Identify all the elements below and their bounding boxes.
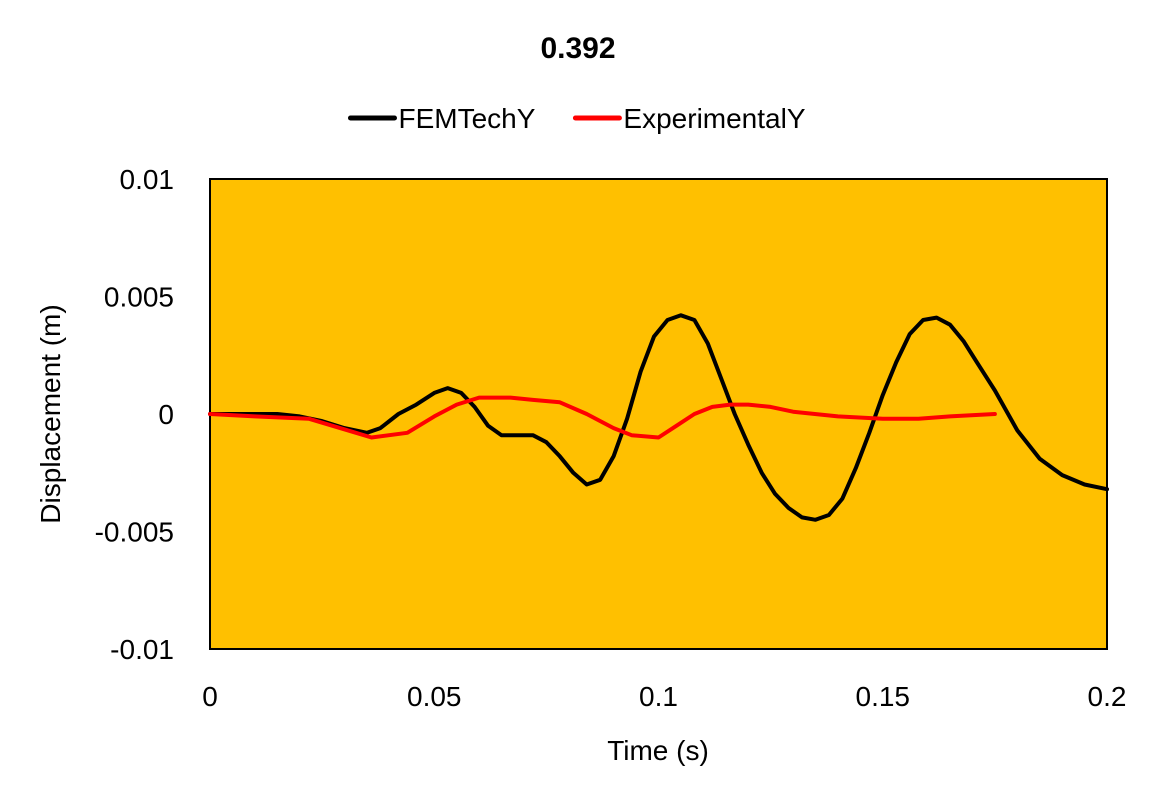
x-axis-ticks: 0 0.05 0.1 0.15 0.2 [202, 681, 1126, 712]
x-tick-label: 0.1 [639, 681, 678, 712]
x-tick-label: 0.15 [856, 681, 911, 712]
y-tick-label: 0 [158, 399, 174, 430]
y-tick-label: 0.005 [104, 282, 174, 313]
y-axis-ticks: 0.01 0.005 0 -0.005 -0.01 [95, 164, 174, 665]
y-axis-label: Displacement (m) [35, 304, 66, 523]
y-tick-label: -0.005 [95, 517, 174, 548]
series-layer [208, 313, 1109, 522]
legend-label: FEMTechY [398, 103, 535, 134]
x-tick-label: 0.05 [407, 681, 462, 712]
x-tick-label: 0 [202, 681, 218, 712]
series-line-experimentaly [208, 395, 997, 440]
chart-title: 0.392 [540, 32, 615, 65]
x-axis-label: Time (s) [607, 735, 709, 766]
series-line-femtechy [208, 313, 1109, 522]
y-tick-label: -0.01 [110, 634, 174, 665]
x-tick-label: 0.2 [1088, 681, 1127, 712]
legend: FEMTechY ExperimentalY [347, 103, 806, 134]
legend-label: ExperimentalY [623, 103, 805, 134]
y-tick-label: 0.01 [120, 164, 175, 195]
